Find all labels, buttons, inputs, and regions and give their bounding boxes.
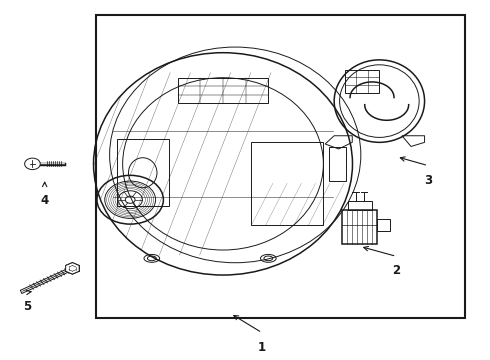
Bar	[117, 139, 169, 206]
Bar	[345, 70, 379, 93]
Bar	[178, 78, 269, 103]
Text: 2: 2	[392, 264, 400, 277]
Text: 3: 3	[424, 174, 432, 186]
Text: 5: 5	[24, 300, 32, 313]
Bar	[347, 201, 372, 210]
Bar	[251, 141, 323, 225]
Text: 1: 1	[258, 341, 266, 354]
Text: 4: 4	[41, 194, 49, 207]
Polygon shape	[66, 263, 79, 274]
Bar	[342, 210, 377, 244]
Circle shape	[24, 158, 40, 170]
Bar	[96, 15, 465, 318]
